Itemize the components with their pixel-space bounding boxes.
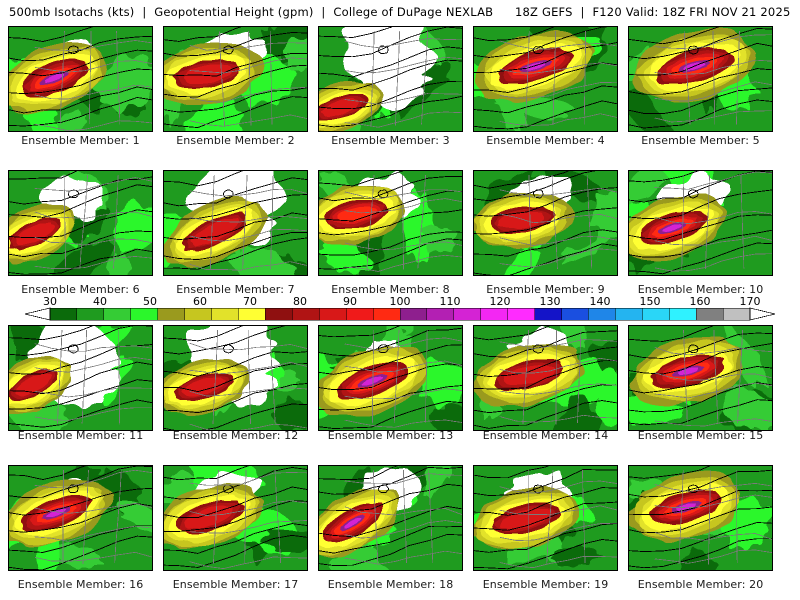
ensemble-panel-6[interactable] xyxy=(8,170,153,276)
ensemble-panel-label-19: Ensemble Member: 19 xyxy=(482,578,609,591)
colorbar-tick-150: 150 xyxy=(639,295,661,308)
colorbar-tick-130: 130 xyxy=(539,295,561,308)
ensemble-panel-12[interactable] xyxy=(163,325,308,431)
ensemble-panel-17[interactable] xyxy=(163,465,308,571)
ensemble-panel-label-10: Ensemble Member: 10 xyxy=(637,283,764,296)
ensemble-panel-label-18: Ensemble Member: 18 xyxy=(327,578,454,591)
ensemble-panel-label-4: Ensemble Member: 4 xyxy=(486,134,605,147)
ensemble-panel-20[interactable] xyxy=(628,465,773,571)
ensemble-panel-4[interactable] xyxy=(473,26,618,132)
colorbar-tick-50: 50 xyxy=(143,295,157,308)
page-header: 500mb Isotachs (kts) | Geopotential Heig… xyxy=(0,0,800,24)
ensemble-panel-1[interactable] xyxy=(8,26,153,132)
isotach-colorbar: 30 40 50 60 70 80 90 100 110 120 130 140 150 160 170 xyxy=(0,295,800,321)
ensemble-panel-label-6: Ensemble Member: 6 xyxy=(21,283,140,296)
colorbar-tick-70: 70 xyxy=(243,295,257,308)
header-model-cycle: 18Z GEFS xyxy=(515,5,573,19)
ensemble-panel-18[interactable] xyxy=(318,465,463,571)
header-valid-time: F120 Valid: 18Z FRI NOV 21 2025 xyxy=(592,5,791,19)
colorbar-swatches xyxy=(0,307,800,322)
colorbar-tick-140: 140 xyxy=(589,295,611,308)
ensemble-panel-10[interactable] xyxy=(628,170,773,276)
colorbar-tick-60: 60 xyxy=(193,295,207,308)
ensemble-panel-label-3: Ensemble Member: 3 xyxy=(331,134,450,147)
colorbar-tick-80: 80 xyxy=(293,295,307,308)
ensemble-panel-13[interactable] xyxy=(318,325,463,431)
colorbar-tick-110: 110 xyxy=(439,295,461,308)
ensemble-panel-label-8: Ensemble Member: 8 xyxy=(331,283,450,296)
ensemble-panel-label-9: Ensemble Member: 9 xyxy=(486,283,605,296)
ensemble-panel-label-1: Ensemble Member: 1 xyxy=(21,134,140,147)
ensemble-panel-11[interactable] xyxy=(8,325,153,431)
header-source: College of DuPage NEXLAB xyxy=(333,5,494,19)
colorbar-tick-170: 170 xyxy=(739,295,761,308)
colorbar-tick-labels: 30 40 50 60 70 80 90 100 110 120 130 140 150 160 170 xyxy=(0,295,800,308)
header-field-height: Geopotential Height (gpm) xyxy=(154,5,314,19)
ensemble-panel-label-17: Ensemble Member: 17 xyxy=(172,578,299,591)
ensemble-panel-label-12: Ensemble Member: 12 xyxy=(172,429,299,442)
header-title-line: 500mb Isotachs (kts) | Geopotential Heig… xyxy=(0,5,790,19)
header-separator-1: | xyxy=(142,5,147,19)
ensemble-panel-8[interactable] xyxy=(318,170,463,276)
ensemble-panel-9[interactable] xyxy=(473,170,618,276)
colorbar-tick-120: 120 xyxy=(489,295,511,308)
ensemble-panel-label-15: Ensemble Member: 15 xyxy=(637,429,764,442)
ensemble-panel-label-14: Ensemble Member: 14 xyxy=(482,429,609,442)
ensemble-panel-label-7: Ensemble Member: 7 xyxy=(176,283,295,296)
header-field-isotachs: 500mb Isotachs (kts) xyxy=(9,5,135,19)
ensemble-panel-label-13: Ensemble Member: 13 xyxy=(327,429,454,442)
ensemble-panel-19[interactable] xyxy=(473,465,618,571)
colorbar-tick-30: 30 xyxy=(43,295,57,308)
ensemble-panel-15[interactable] xyxy=(628,325,773,431)
ensemble-panel-label-20: Ensemble Member: 20 xyxy=(637,578,764,591)
ensemble-panel-5[interactable] xyxy=(628,26,773,132)
ensemble-panel-16[interactable] xyxy=(8,465,153,571)
header-separator-3: | xyxy=(580,5,585,19)
ensemble-panel-label-16: Ensemble Member: 16 xyxy=(17,578,144,591)
colorbar-tick-40: 40 xyxy=(93,295,107,308)
ensemble-panel-label-2: Ensemble Member: 2 xyxy=(176,134,295,147)
header-separator-2: | xyxy=(321,5,326,19)
ensemble-panel-label-5: Ensemble Member: 5 xyxy=(641,134,760,147)
ensemble-panel-label-11: Ensemble Member: 11 xyxy=(17,429,144,442)
ensemble-panel-14[interactable] xyxy=(473,325,618,431)
colorbar-tick-100: 100 xyxy=(389,295,411,308)
colorbar-tick-160: 160 xyxy=(689,295,711,308)
colorbar-tick-90: 90 xyxy=(343,295,357,308)
ensemble-panel-7[interactable] xyxy=(163,170,308,276)
ensemble-panel-3[interactable] xyxy=(318,26,463,132)
ensemble-panel-2[interactable] xyxy=(163,26,308,132)
